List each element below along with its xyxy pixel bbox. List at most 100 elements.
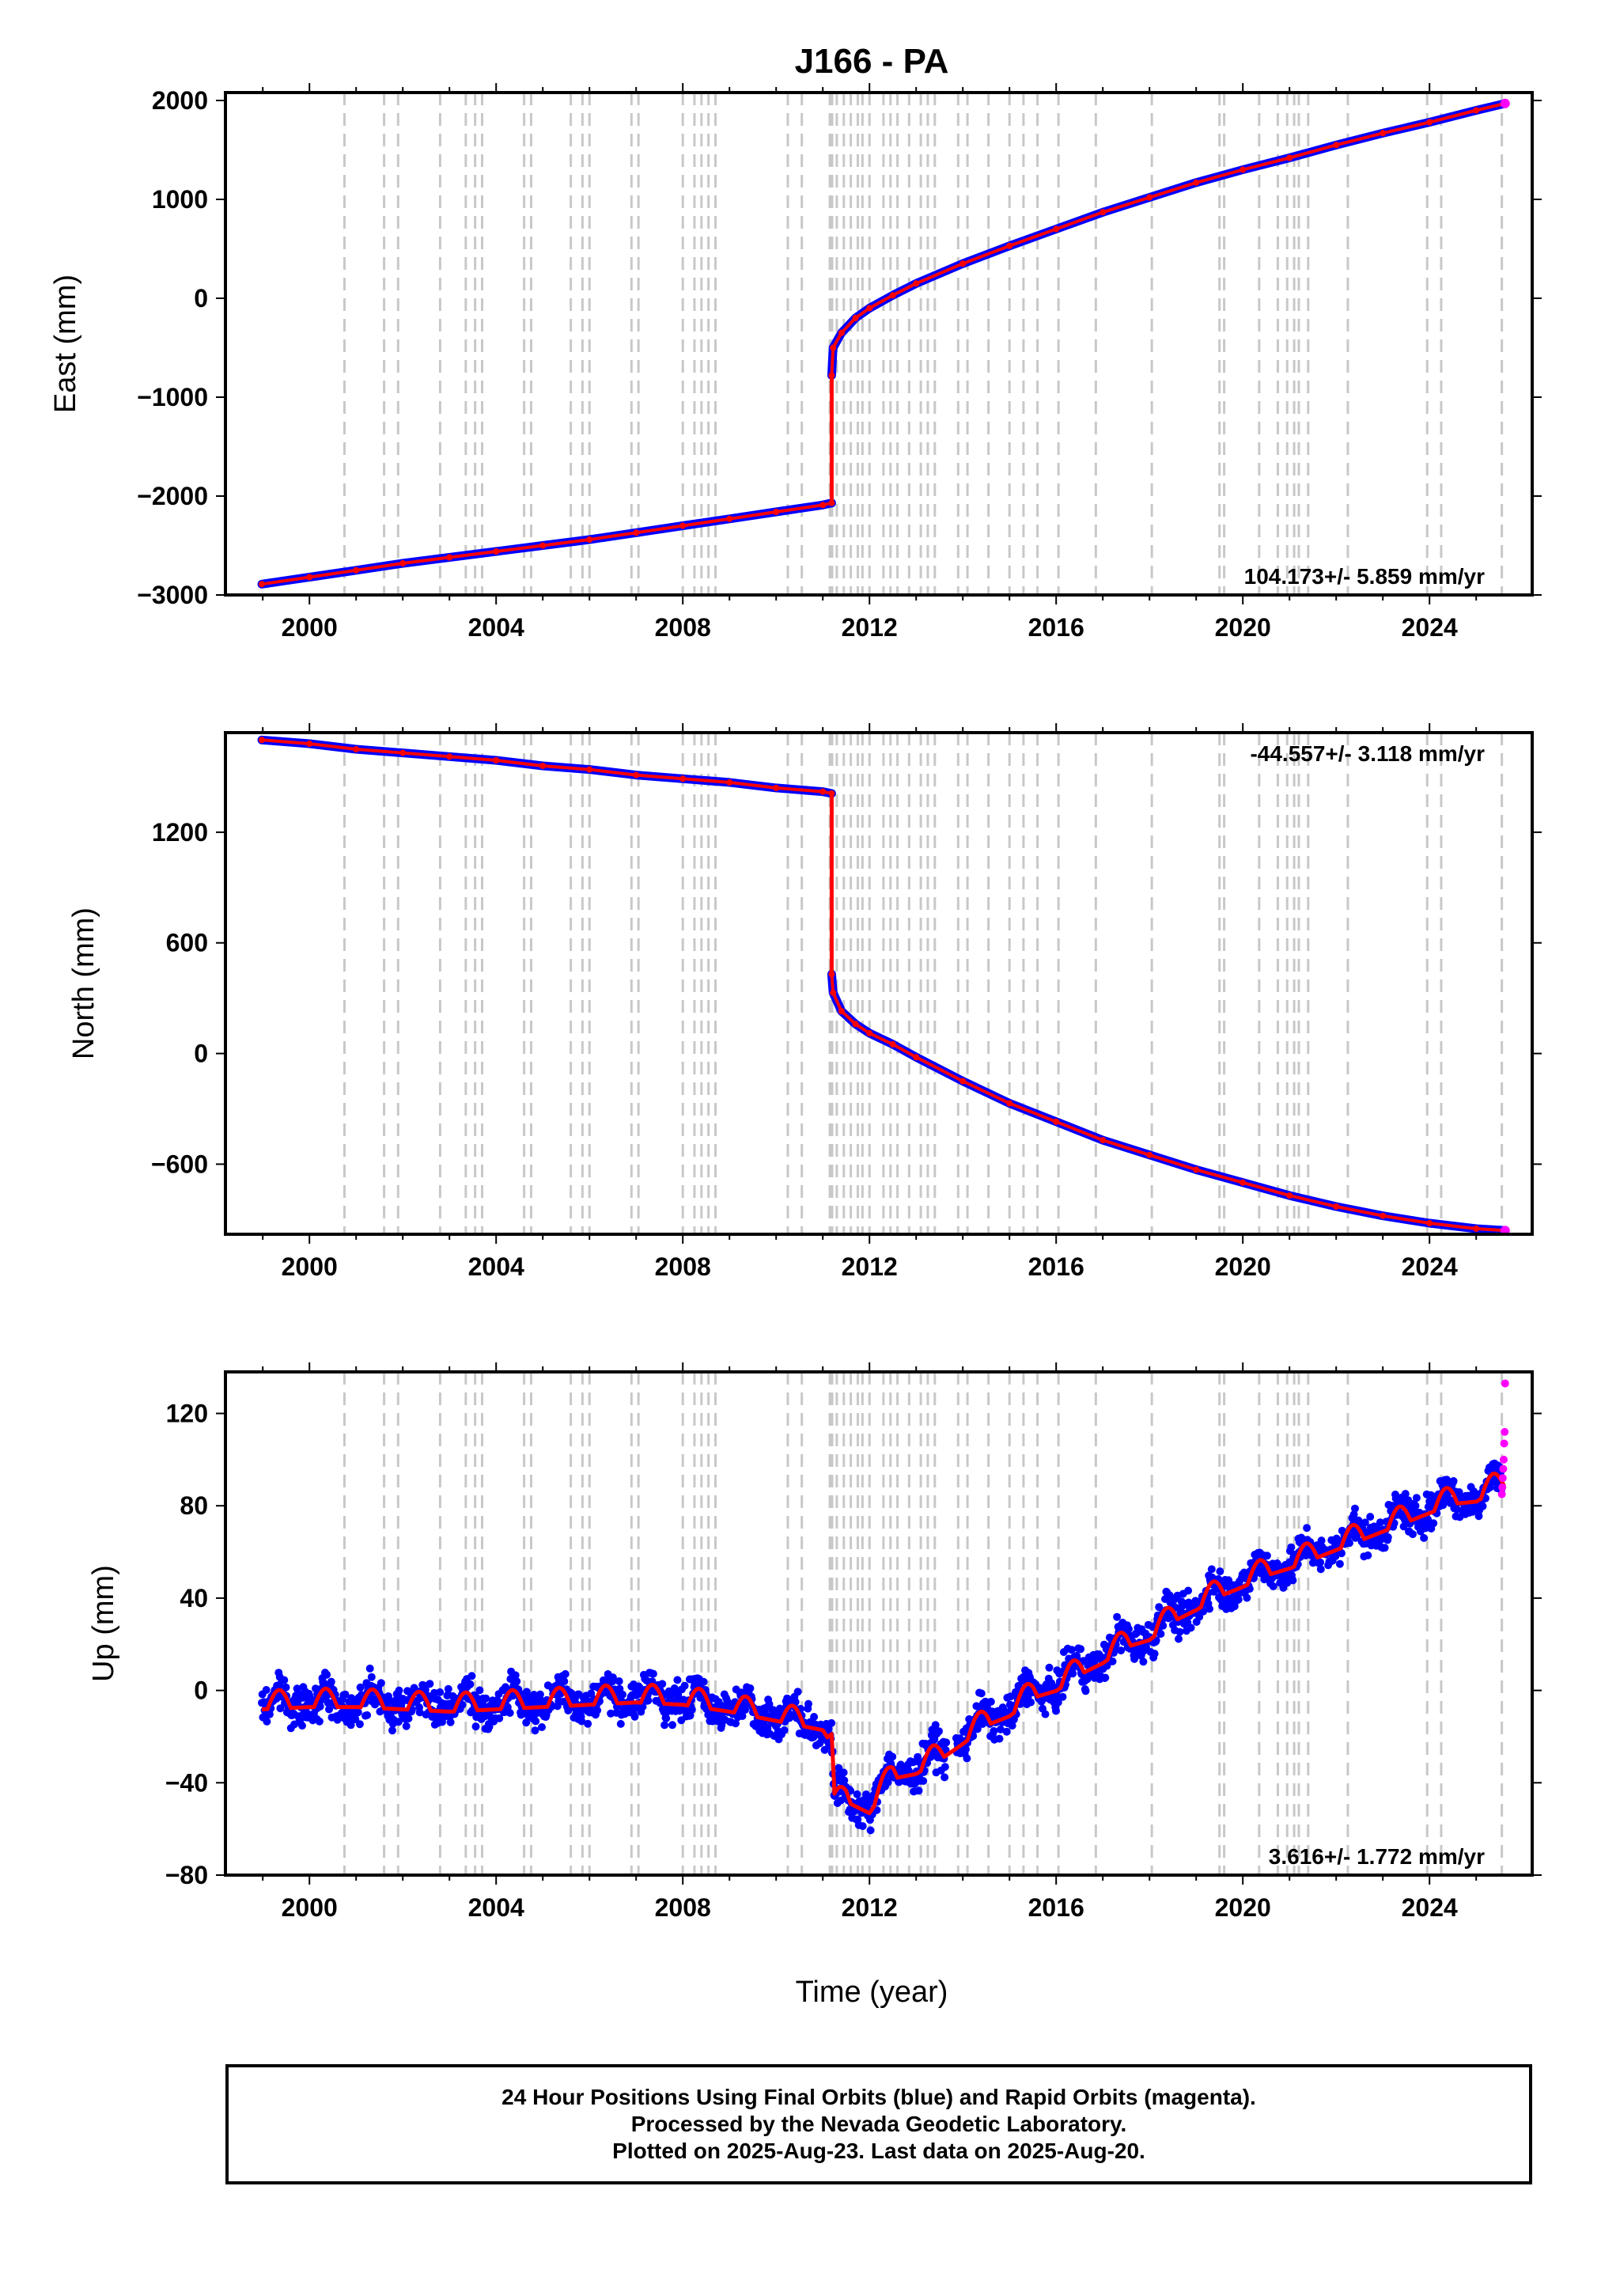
east-x-tick-label: 2024 [1402, 613, 1458, 642]
daily-position [402, 1722, 411, 1730]
daily-position [1077, 1645, 1085, 1654]
daily-position [1045, 1663, 1054, 1672]
daily-position [1424, 1515, 1433, 1524]
north-model-point [889, 1040, 896, 1048]
daily-position [1420, 1533, 1429, 1542]
daily-position [791, 1698, 800, 1707]
daily-position [1353, 1532, 1361, 1540]
up-y-tick-label: 120 [166, 1400, 208, 1428]
daily-position [593, 1706, 602, 1714]
north-y-tick-label: 0 [194, 1040, 208, 1068]
daily-position [282, 1683, 290, 1692]
north-model-point [493, 757, 500, 763]
east-model-line [830, 101, 1506, 376]
daily-position [1195, 1612, 1204, 1621]
daily-position [662, 1714, 671, 1722]
east-event-lines [343, 93, 1504, 595]
north-model-point [259, 737, 265, 744]
daily-position [327, 1677, 335, 1686]
daily-position [888, 1752, 897, 1761]
daily-position [538, 1723, 546, 1731]
north-x-tick-label: 2020 [1215, 1252, 1271, 1281]
rapid-orbit-point [1501, 1379, 1509, 1388]
east-model-point [1286, 154, 1293, 161]
daily-position [561, 1669, 570, 1678]
east-model-point [586, 536, 593, 543]
daily-position [835, 1764, 843, 1772]
east-y-tick-label: −2000 [137, 482, 208, 510]
daily-position [1376, 1518, 1384, 1527]
east-model-point [1100, 209, 1107, 216]
daily-position [840, 1776, 849, 1785]
east-x-tick-label: 2000 [282, 613, 338, 642]
daily-position [363, 1711, 372, 1719]
up-x-tick-label: 2016 [1028, 1893, 1084, 1922]
daily-position [471, 1722, 480, 1731]
daily-position [941, 1745, 950, 1754]
daily-position [619, 1690, 626, 1699]
north-model-point [1333, 1203, 1340, 1210]
daily-position [505, 1709, 514, 1717]
daily-position [1364, 1551, 1372, 1559]
daily-position [996, 1725, 1005, 1733]
east-rate-label: 104.173+/- 5.859 mm/yr [1244, 564, 1485, 589]
daily-position [816, 1739, 824, 1748]
daily-position [1108, 1657, 1117, 1665]
daily-position [644, 1696, 653, 1705]
north-model-point [819, 788, 827, 795]
daily-position [1361, 1518, 1369, 1527]
footer-line-1: 24 Hour Positions Using Final Orbits (bl… [501, 2085, 1256, 2109]
north-rapid-orbit-point [1500, 1226, 1510, 1234]
daily-position [858, 1822, 867, 1831]
daily-position [1243, 1593, 1251, 1602]
daily-position [1199, 1607, 1208, 1616]
daily-position [680, 1681, 689, 1690]
east-model-point [353, 566, 360, 574]
north-model-point [959, 1078, 967, 1085]
east-y-tick-label: 2000 [152, 86, 208, 115]
up-x-tick-label: 2004 [468, 1893, 524, 1922]
daily-position [467, 1672, 476, 1680]
daily-position [444, 1684, 452, 1693]
north-model-point [1426, 1220, 1433, 1226]
up-y-tick-label: −40 [165, 1768, 208, 1797]
daily-position [914, 1786, 923, 1795]
daily-position [1474, 1512, 1483, 1521]
daily-position [475, 1686, 484, 1695]
east-series-1 [257, 498, 836, 589]
daily-position [1346, 1539, 1353, 1548]
east-model-point [913, 280, 920, 287]
daily-position [395, 1686, 403, 1695]
daily-position [577, 1717, 586, 1726]
daily-position [1316, 1558, 1325, 1567]
daily-position [638, 1703, 647, 1711]
north-model-point [633, 771, 640, 779]
daily-position [884, 1778, 892, 1786]
daily-position [668, 1721, 676, 1730]
up-y-axis-label: Up (mm) [87, 1565, 120, 1682]
north-model-line [830, 974, 1505, 1233]
north-model-point [1380, 1212, 1387, 1219]
daily-position [765, 1699, 774, 1708]
up-rate-label: 3.616+/- 1.772 mm/yr [1269, 1844, 1485, 1869]
east-model-point [830, 344, 837, 351]
daily-position [1216, 1567, 1224, 1576]
daily-position [415, 1708, 424, 1717]
daily-position [1262, 1552, 1271, 1560]
daily-position [485, 1722, 494, 1731]
daily-position [1125, 1625, 1133, 1633]
daily-position [1067, 1646, 1076, 1654]
east-y-tick-label: 0 [194, 284, 208, 313]
north-model-point [1146, 1151, 1153, 1158]
daily-position [532, 1717, 540, 1726]
east-model-point [539, 542, 547, 549]
daily-position [1069, 1669, 1077, 1678]
north-model-point [539, 763, 547, 769]
daily-position [1338, 1549, 1346, 1558]
east-model-point [1053, 225, 1060, 233]
daily-position [1008, 1722, 1016, 1730]
north-model-point [679, 775, 687, 782]
daily-position [1101, 1673, 1110, 1682]
daily-position [276, 1704, 285, 1713]
daily-position [531, 1726, 539, 1735]
